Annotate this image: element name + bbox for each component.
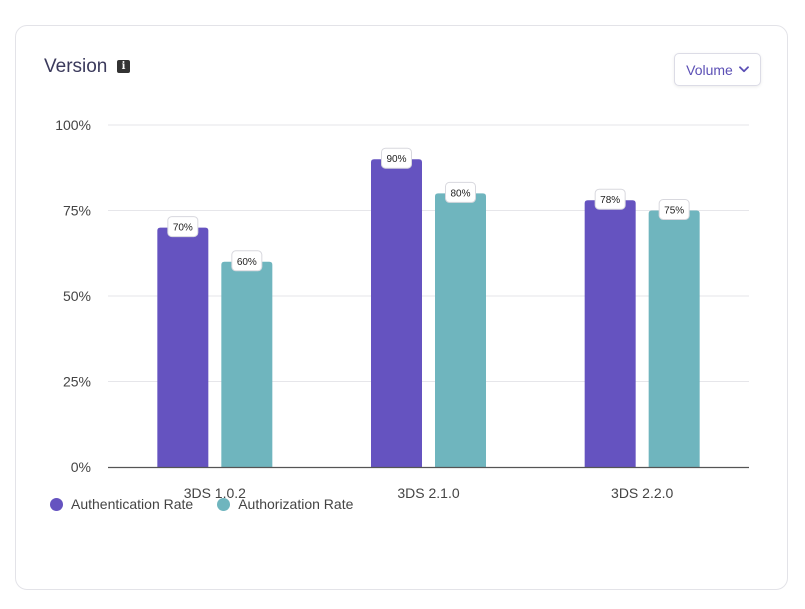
metric-dropdown[interactable]: Volume	[674, 53, 761, 86]
bar	[371, 159, 422, 467]
data-label: 78%	[600, 195, 620, 206]
info-icon[interactable]: i	[117, 60, 130, 73]
bar	[157, 227, 209, 467]
data-label: 60%	[237, 257, 257, 268]
data-label-bubble	[231, 250, 263, 272]
data-label-bubble	[658, 199, 690, 220]
x-tick-label: 3DS 2.1.0	[397, 485, 459, 501]
bar	[221, 261, 273, 467]
y-tick-label: 75%	[63, 203, 91, 219]
legend-dot-authentication	[50, 497, 63, 511]
data-label-bubble	[445, 181, 476, 203]
bar	[648, 210, 700, 467]
legend-label-authorization: Authorization Rate	[238, 496, 354, 512]
card-title: Version	[44, 56, 108, 77]
y-tick-label: 50%	[63, 288, 91, 304]
data-label-bubble	[594, 188, 626, 210]
data-label: 75%	[664, 206, 684, 217]
x-tick-label: 3DS 2.2.0	[611, 485, 673, 501]
data-label: 70%	[173, 223, 193, 234]
data-label-bubble	[167, 216, 199, 238]
y-tick-label: 25%	[63, 374, 91, 390]
legend-item-authentication[interactable]: Authentication Rate	[50, 496, 193, 512]
chart-legend: Authentication Rate Authorization Rate	[50, 496, 353, 512]
data-label: 90%	[386, 154, 406, 165]
x-tick-label: 3DS 1.0.2	[184, 485, 246, 501]
y-tick-label: 100%	[55, 117, 91, 133]
chevron-down-icon	[738, 66, 749, 73]
legend-dot-authorization	[217, 497, 231, 511]
bar	[435, 193, 486, 467]
data-label-bubble	[381, 147, 412, 169]
data-label: 80%	[450, 188, 470, 199]
dropdown-label: Volume	[686, 61, 733, 78]
legend-item-authorization[interactable]: Authorization Rate	[217, 496, 353, 512]
y-tick-label: 0%	[71, 459, 91, 475]
bar	[584, 200, 636, 468]
legend-label-authentication: Authentication Rate	[71, 496, 194, 512]
